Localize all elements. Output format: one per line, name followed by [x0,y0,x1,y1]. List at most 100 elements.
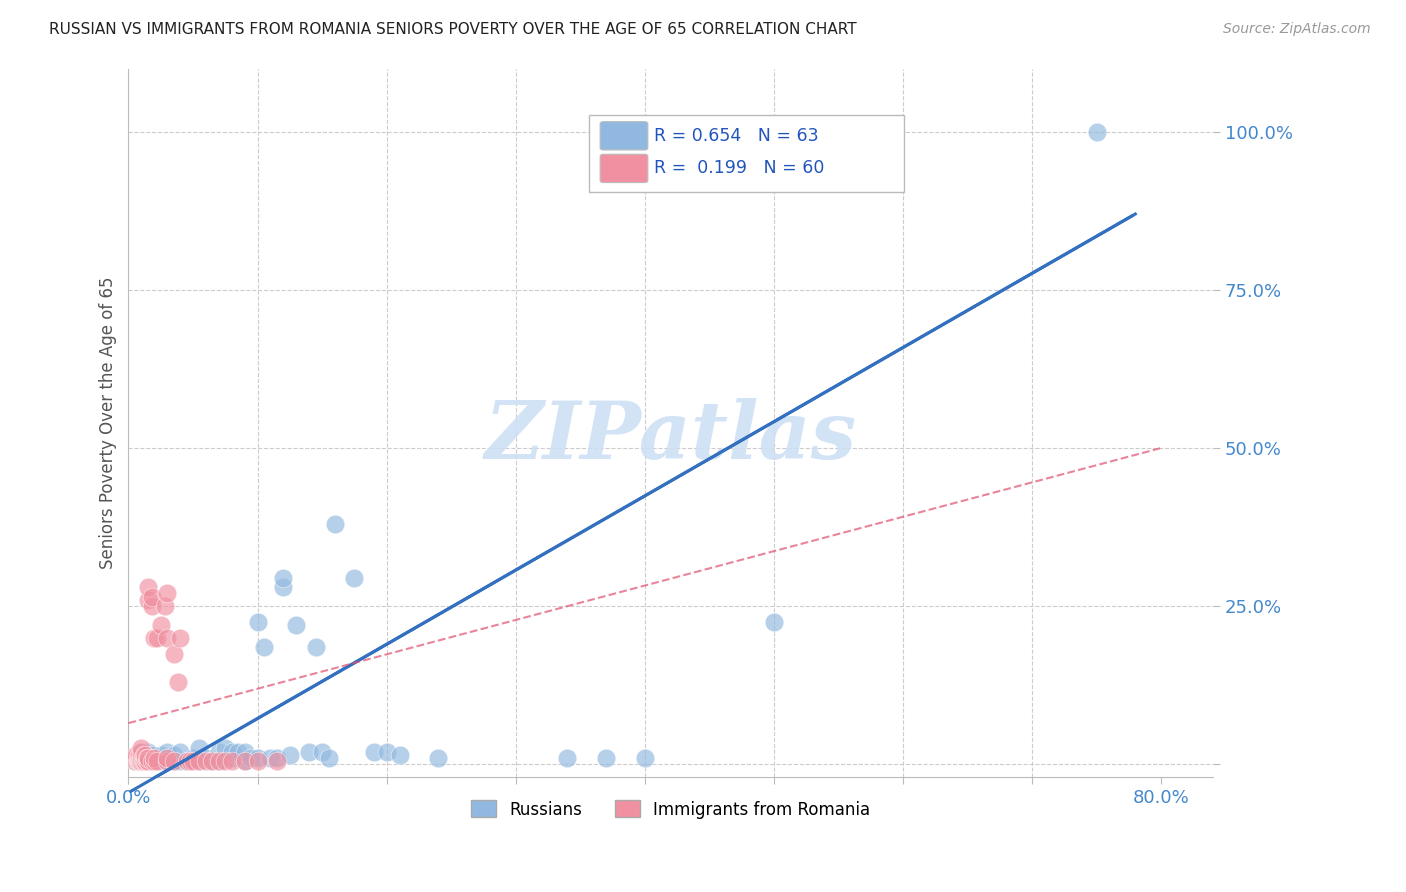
Point [131,754,153,768]
Point [201,754,224,768]
Point [273,580,295,594]
Point [127,752,149,766]
Point [124,754,146,768]
Point [143,631,166,645]
Point [136,751,159,765]
Point [246,751,269,765]
Point [131,745,153,759]
Point [634,751,657,765]
Point [156,754,179,768]
Point [176,754,198,768]
Point [124,754,146,768]
Point [163,754,186,768]
Text: R =  0.199   N = 60: R = 0.199 N = 60 [654,160,825,178]
Point [298,745,321,759]
Point [240,751,263,765]
Point [208,745,231,759]
Text: ZIPatlas: ZIPatlas [485,398,856,475]
Point [233,745,256,759]
Point [163,647,186,661]
Point [762,615,785,629]
Text: Source: ZipAtlas.com: Source: ZipAtlas.com [1223,22,1371,37]
Point [131,747,153,762]
Point [188,754,211,768]
Point [233,754,256,768]
Point [132,747,155,762]
Point [156,586,179,600]
Point [595,751,617,765]
Point [134,747,156,762]
Point [375,745,398,759]
Point [188,741,211,756]
Point [169,631,191,645]
Point [131,751,153,765]
Point [143,754,166,768]
Point [149,747,172,762]
Point [149,754,172,768]
Y-axis label: Seniors Poverty Over the Age of 65: Seniors Poverty Over the Age of 65 [100,277,117,569]
Point [128,751,150,765]
Point [214,741,236,756]
Point [156,751,179,765]
Point [221,745,243,759]
Point [128,754,150,768]
Point [278,747,301,762]
Point [129,752,152,766]
Point [253,640,276,655]
Point [136,754,159,768]
FancyBboxPatch shape [600,154,648,183]
Point [156,751,179,765]
Point [201,754,224,768]
Point [131,745,153,759]
Point [141,599,163,613]
Point [136,754,159,768]
Point [163,754,186,768]
Point [129,754,152,768]
Point [131,754,153,768]
Point [427,751,450,765]
Point [136,747,159,762]
Point [141,754,163,768]
Point [285,618,308,632]
FancyBboxPatch shape [589,114,904,193]
Point [179,754,201,768]
Point [136,745,159,759]
Point [221,751,243,765]
Point [131,741,153,756]
Point [149,618,172,632]
Point [557,751,579,765]
Point [131,751,153,765]
Point [125,747,148,762]
Point [134,749,156,764]
Point [156,631,179,645]
Point [169,745,191,759]
Point [153,751,176,765]
Point [246,615,269,629]
Point [136,592,159,607]
Point [146,631,169,645]
Point [208,754,231,768]
Text: RUSSIAN VS IMMIGRANTS FROM ROMANIA SENIORS POVERTY OVER THE AGE OF 65 CORRELATIO: RUSSIAN VS IMMIGRANTS FROM ROMANIA SENIO… [49,22,856,37]
Point [135,754,157,768]
Point [176,754,198,768]
Point [323,516,346,531]
Point [214,754,236,768]
Point [143,751,166,765]
Point [259,751,281,765]
Point [143,751,166,765]
Legend: Russians, Immigrants from Romania: Russians, Immigrants from Romania [464,794,877,825]
Point [146,754,169,768]
Point [146,751,169,765]
Point [127,749,149,764]
Point [131,751,153,765]
Point [153,599,176,613]
Point [156,754,179,768]
Point [166,675,188,690]
Point [221,754,243,768]
Point [266,751,288,765]
Point [266,754,288,768]
Point [343,571,366,585]
Point [134,751,156,765]
Point [181,754,204,768]
Point [124,752,146,766]
